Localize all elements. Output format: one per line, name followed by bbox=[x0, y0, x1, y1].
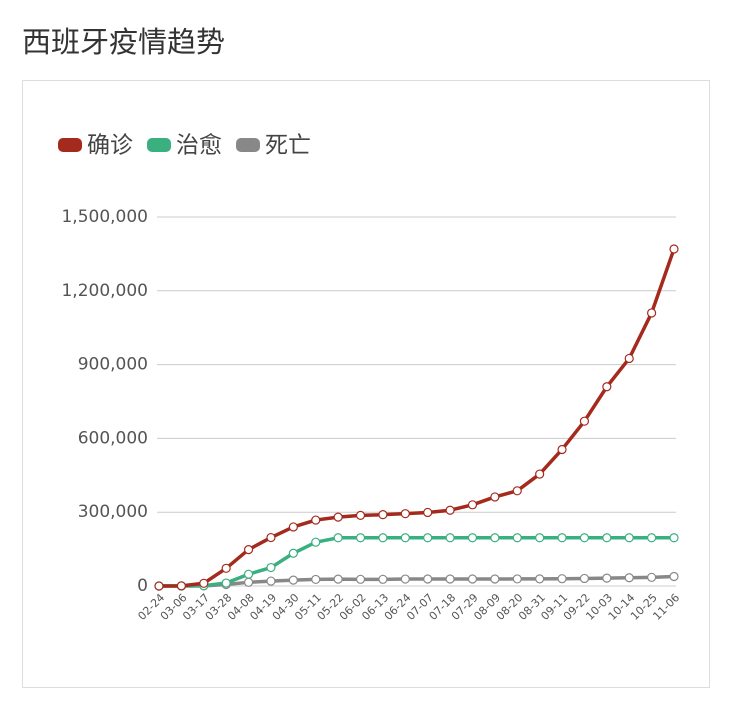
data-point bbox=[378, 574, 388, 584]
data-point bbox=[355, 510, 366, 520]
data-point bbox=[288, 548, 298, 558]
data-point bbox=[445, 574, 455, 584]
legend-label: 治愈 bbox=[176, 133, 222, 159]
data-point bbox=[647, 308, 657, 318]
legend-label: 死亡 bbox=[265, 133, 311, 159]
data-point bbox=[423, 507, 433, 518]
data-point bbox=[445, 533, 455, 543]
data-point bbox=[311, 574, 321, 585]
data-point bbox=[669, 244, 679, 254]
data-point bbox=[579, 573, 590, 584]
data-point bbox=[288, 522, 298, 532]
data-point bbox=[378, 510, 388, 520]
data-point bbox=[243, 577, 254, 587]
data-point bbox=[333, 574, 343, 584]
data-point bbox=[467, 574, 478, 584]
data-point bbox=[624, 353, 634, 364]
data-point bbox=[467, 500, 478, 510]
data-point bbox=[243, 569, 254, 579]
data-point bbox=[266, 562, 276, 573]
data-point bbox=[355, 574, 366, 584]
data-point bbox=[154, 581, 164, 591]
data-point bbox=[624, 533, 634, 543]
data-point bbox=[378, 533, 388, 543]
y-tick-label: 1,500,000 bbox=[61, 207, 148, 227]
data-point bbox=[512, 533, 522, 543]
data-point bbox=[669, 533, 679, 543]
y-tick-label: 0 bbox=[137, 576, 148, 596]
data-point bbox=[557, 574, 567, 584]
data-point bbox=[647, 572, 657, 582]
data-point bbox=[512, 486, 522, 496]
legend-swatch bbox=[147, 138, 171, 152]
y-tick-label: 900,000 bbox=[78, 355, 148, 375]
data-point bbox=[423, 574, 433, 584]
data-point bbox=[669, 571, 679, 582]
data-point bbox=[647, 533, 657, 543]
data-point bbox=[557, 533, 567, 543]
data-point bbox=[333, 533, 343, 543]
data-point bbox=[579, 533, 590, 543]
data-point bbox=[602, 382, 612, 392]
data-point bbox=[199, 578, 209, 588]
data-point bbox=[467, 533, 478, 543]
data-point bbox=[445, 505, 455, 515]
data-point bbox=[602, 533, 612, 543]
y-tick-label: 300,000 bbox=[78, 502, 148, 522]
data-point bbox=[355, 533, 366, 543]
data-point bbox=[400, 509, 410, 519]
data-point bbox=[311, 537, 321, 547]
data-point bbox=[579, 416, 590, 426]
data-point bbox=[490, 533, 500, 543]
data-point bbox=[288, 575, 298, 585]
data-point bbox=[490, 574, 500, 584]
data-point bbox=[221, 578, 231, 588]
data-point bbox=[423, 533, 433, 543]
legend-swatch bbox=[236, 138, 260, 152]
data-point bbox=[624, 573, 634, 583]
legend-label: 确诊 bbox=[87, 133, 133, 159]
data-point bbox=[266, 576, 276, 586]
data-point bbox=[602, 573, 612, 583]
legend-swatch bbox=[58, 138, 82, 152]
data-point bbox=[311, 515, 321, 525]
series-line bbox=[158, 248, 676, 588]
data-point bbox=[400, 574, 410, 584]
data-point bbox=[490, 492, 500, 502]
data-point bbox=[266, 532, 276, 543]
chart-title: 西班牙疫情趋势 bbox=[22, 25, 225, 59]
data-point bbox=[557, 444, 567, 455]
data-point bbox=[243, 544, 254, 555]
data-point bbox=[176, 581, 186, 591]
y-tick-label: 600,000 bbox=[78, 428, 148, 448]
data-point bbox=[221, 563, 231, 573]
y-tick-label: 1,200,000 bbox=[61, 281, 148, 301]
data-point bbox=[535, 574, 545, 584]
data-point bbox=[400, 533, 410, 543]
data-point bbox=[333, 512, 343, 522]
data-point bbox=[535, 469, 545, 479]
data-point bbox=[512, 574, 522, 584]
data-point bbox=[535, 533, 545, 543]
